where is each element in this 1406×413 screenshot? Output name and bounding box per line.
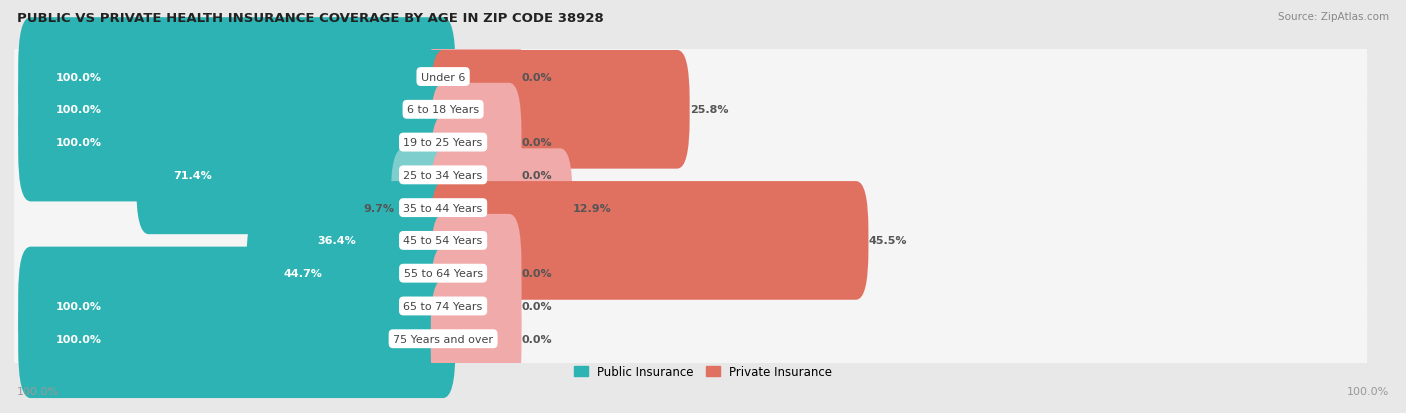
Text: 25.8%: 25.8% <box>689 105 728 115</box>
Text: 100.0%: 100.0% <box>55 105 101 115</box>
FancyBboxPatch shape <box>430 182 869 300</box>
Text: 65 to 74 Years: 65 to 74 Years <box>404 301 482 311</box>
FancyBboxPatch shape <box>18 51 456 169</box>
FancyBboxPatch shape <box>14 31 1367 189</box>
Text: 0.0%: 0.0% <box>522 171 553 180</box>
FancyBboxPatch shape <box>430 149 572 267</box>
Text: Under 6: Under 6 <box>420 72 465 82</box>
Text: 100.0%: 100.0% <box>55 334 101 344</box>
FancyBboxPatch shape <box>391 149 456 267</box>
FancyBboxPatch shape <box>430 116 522 235</box>
Text: 19 to 25 Years: 19 to 25 Years <box>404 138 482 148</box>
Legend: Public Insurance, Private Insurance: Public Insurance, Private Insurance <box>569 360 837 383</box>
FancyBboxPatch shape <box>14 162 1367 320</box>
Text: 0.0%: 0.0% <box>522 334 553 344</box>
FancyBboxPatch shape <box>430 280 522 398</box>
FancyBboxPatch shape <box>430 51 689 169</box>
FancyBboxPatch shape <box>18 83 456 202</box>
FancyBboxPatch shape <box>246 214 456 333</box>
Text: 45 to 54 Years: 45 to 54 Years <box>404 236 482 246</box>
Text: 71.4%: 71.4% <box>173 171 212 180</box>
Text: 9.7%: 9.7% <box>364 203 395 213</box>
Text: 75 Years and over: 75 Years and over <box>394 334 494 344</box>
Text: 55 to 64 Years: 55 to 64 Years <box>404 268 482 278</box>
Text: 45.5%: 45.5% <box>869 236 907 246</box>
Text: 100.0%: 100.0% <box>55 138 101 148</box>
FancyBboxPatch shape <box>14 64 1367 221</box>
Text: 100.0%: 100.0% <box>17 387 59 396</box>
Text: 12.9%: 12.9% <box>572 203 612 213</box>
Text: 100.0%: 100.0% <box>55 72 101 82</box>
FancyBboxPatch shape <box>14 0 1367 156</box>
Text: PUBLIC VS PRIVATE HEALTH INSURANCE COVERAGE BY AGE IN ZIP CODE 38928: PUBLIC VS PRIVATE HEALTH INSURANCE COVER… <box>17 12 603 25</box>
FancyBboxPatch shape <box>136 116 456 235</box>
FancyBboxPatch shape <box>430 83 522 202</box>
FancyBboxPatch shape <box>18 18 456 137</box>
Text: 100.0%: 100.0% <box>55 301 101 311</box>
FancyBboxPatch shape <box>14 260 1367 413</box>
Text: 100.0%: 100.0% <box>1347 387 1389 396</box>
Text: 35 to 44 Years: 35 to 44 Years <box>404 203 482 213</box>
Text: 0.0%: 0.0% <box>522 138 553 148</box>
FancyBboxPatch shape <box>281 182 456 300</box>
Text: 36.4%: 36.4% <box>318 236 357 246</box>
FancyBboxPatch shape <box>18 280 456 398</box>
Text: 25 to 34 Years: 25 to 34 Years <box>404 171 482 180</box>
FancyBboxPatch shape <box>18 247 456 366</box>
FancyBboxPatch shape <box>430 18 522 137</box>
Text: 0.0%: 0.0% <box>522 301 553 311</box>
Text: 0.0%: 0.0% <box>522 268 553 278</box>
FancyBboxPatch shape <box>430 247 522 366</box>
Text: Source: ZipAtlas.com: Source: ZipAtlas.com <box>1278 12 1389 22</box>
Text: 0.0%: 0.0% <box>522 72 553 82</box>
FancyBboxPatch shape <box>430 214 522 333</box>
FancyBboxPatch shape <box>14 195 1367 352</box>
Text: 44.7%: 44.7% <box>284 268 322 278</box>
FancyBboxPatch shape <box>14 97 1367 254</box>
FancyBboxPatch shape <box>14 228 1367 385</box>
FancyBboxPatch shape <box>14 129 1367 287</box>
Text: 6 to 18 Years: 6 to 18 Years <box>408 105 479 115</box>
